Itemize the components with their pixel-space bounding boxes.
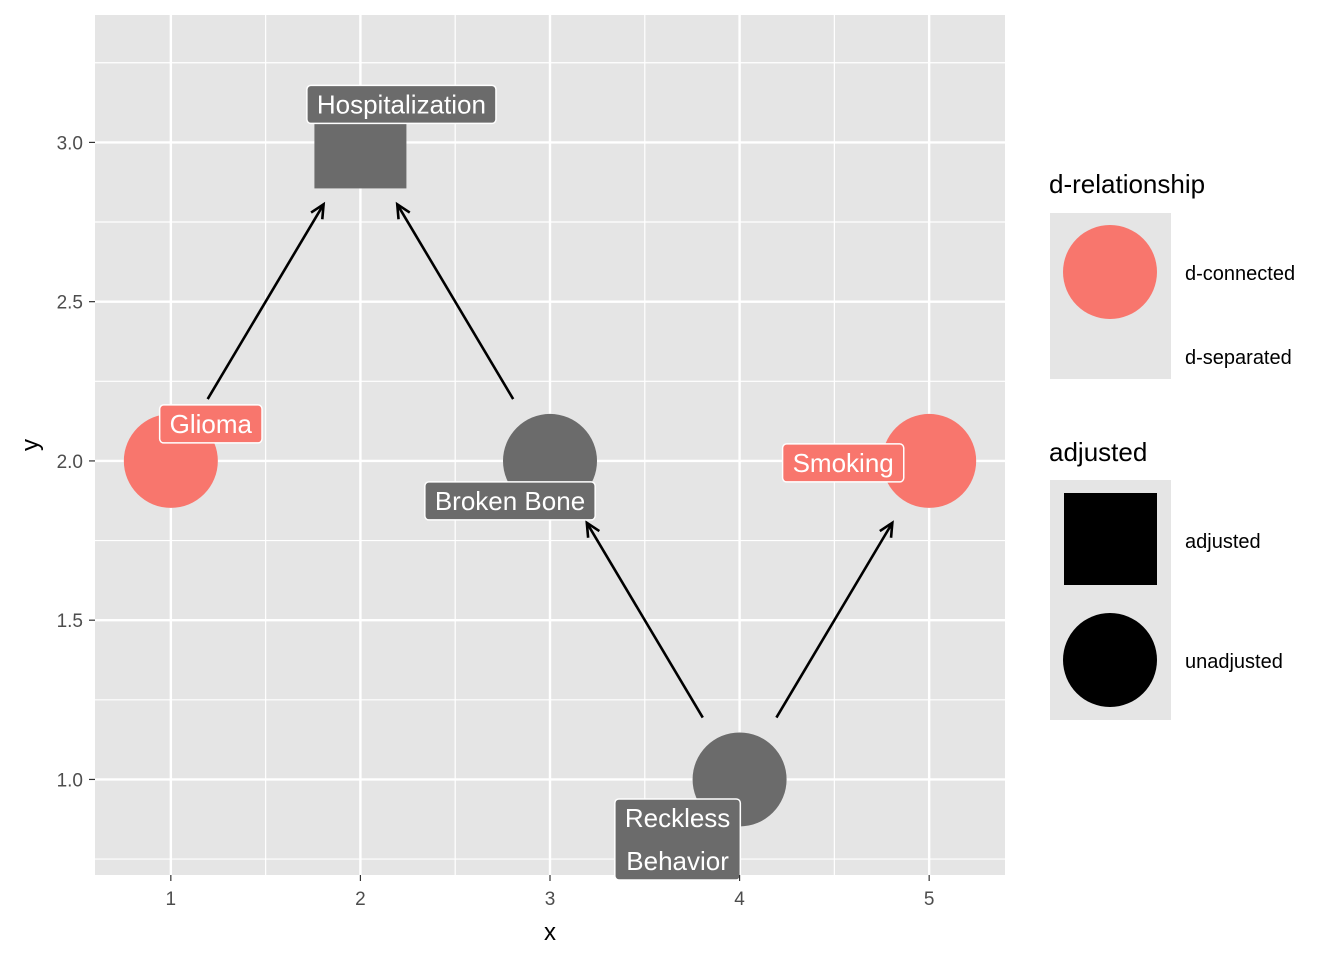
legend-d-relationship: d-relationship d-connected d-separated <box>1049 169 1295 379</box>
y-tick-label: 3.0 <box>57 133 83 154</box>
legend-adjusted-title: adjusted <box>1049 437 1147 467</box>
edge-reckless-behavior-to-broken-bone <box>585 520 704 719</box>
legend-relationship-title: d-relationship <box>1049 169 1205 199</box>
node-label-box <box>614 798 742 881</box>
node-label-box <box>306 84 497 125</box>
node-label-text: Behavior <box>626 846 729 876</box>
legend-unadjusted-circle <box>1063 613 1157 707</box>
edge-glioma-to-hospitalization <box>206 201 326 400</box>
node-label-hospitalization: Hospitalization <box>306 84 497 125</box>
x-tick-label: 3 <box>545 889 556 910</box>
y-tick-label: 2.0 <box>57 452 83 473</box>
node-label-box <box>158 404 263 444</box>
node-label-text: Reckless <box>625 803 730 833</box>
edge-broken-bone-to-hospitalization <box>395 201 515 400</box>
node-label-text: Smoking <box>793 448 894 478</box>
node-label-box <box>781 443 905 483</box>
legend-adjusted: adjusted adjusted unadjusted <box>1049 437 1283 720</box>
node-label-text: Hospitalization <box>317 90 486 120</box>
legend-unadjusted-label: unadjusted <box>1185 651 1283 673</box>
legend-d-separated-label: d-separated <box>1185 347 1292 369</box>
legend-adjusted-square <box>1064 493 1157 585</box>
node-label-glioma: Glioma <box>158 404 263 444</box>
node-label-reckless-behavior: Reckless Behavior <box>614 798 742 881</box>
node-label-text: Glioma <box>170 409 253 439</box>
legend-adjusted-label: adjusted <box>1185 531 1261 553</box>
y-tick-label: 2.5 <box>57 293 83 314</box>
node-label-broken-bone: Broken Bone <box>424 481 596 521</box>
edge-reckless-behavior-to-smoking <box>775 520 894 719</box>
x-tick-label: 1 <box>166 889 177 910</box>
node-label-smoking: Smoking <box>781 443 905 483</box>
node-smoking <box>882 413 977 508</box>
x-tick-label: 5 <box>924 889 935 910</box>
node-label-box <box>424 481 596 521</box>
legend-d-connected-label: d-connected <box>1185 263 1295 285</box>
x-tick-label: 2 <box>355 889 366 910</box>
y-tick-label: 1.0 <box>57 770 83 791</box>
x-tick-label: 4 <box>734 889 745 910</box>
legend-d-connected-circle <box>1063 225 1157 319</box>
x-axis-title: x <box>544 919 556 946</box>
y-axis-title: y <box>17 439 44 451</box>
node-label-text: Broken Bone <box>435 486 585 516</box>
y-tick-label: 1.5 <box>57 611 83 632</box>
